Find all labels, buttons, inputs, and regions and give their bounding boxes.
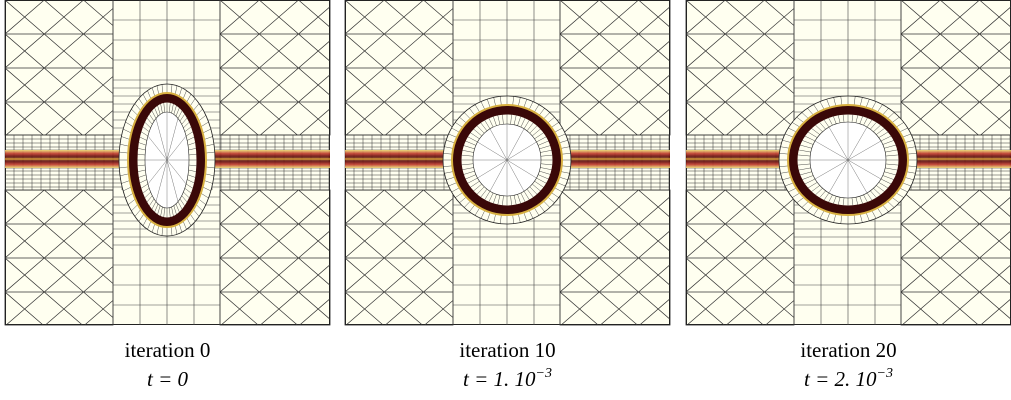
time-exponent: −3 [877, 366, 893, 381]
edge [0, 0, 5, 170]
edge [0, 190, 5, 360]
time-label: t = 2. 10−3 [804, 366, 893, 391]
time-base: t = 2. 10 [804, 367, 877, 391]
time-label: t = 0 [147, 367, 189, 391]
edge [0, 190, 5, 360]
time-base: t = 0 [147, 367, 189, 391]
figure: iteration 0t = 0iteration 10t = 1. 10−3i… [0, 0, 1011, 400]
time-label: t = 1. 10−3 [463, 366, 552, 391]
caption: iteration 10 [459, 338, 555, 362]
time-base: t = 1. 10 [463, 367, 536, 391]
edge [0, 0, 5, 170]
caption: iteration 0 [125, 338, 211, 362]
caption: iteration 20 [800, 338, 896, 362]
time-exponent: −3 [536, 366, 552, 381]
